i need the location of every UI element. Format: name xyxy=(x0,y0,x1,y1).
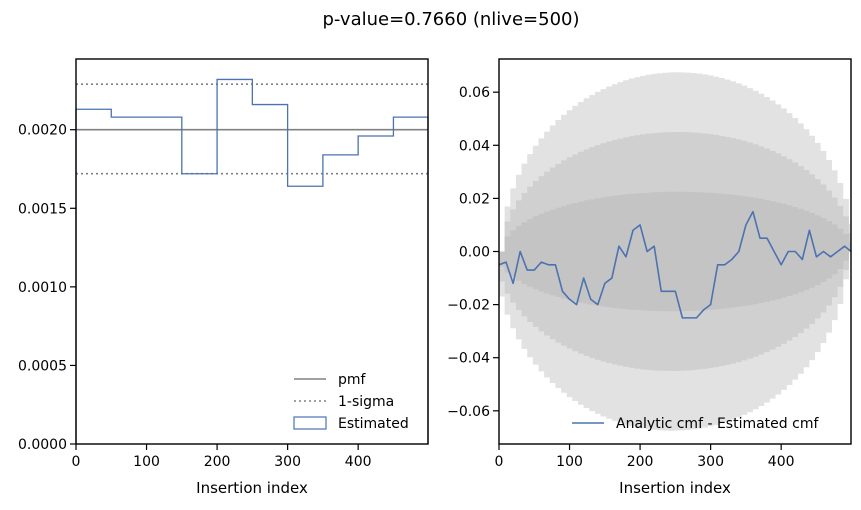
x-tick-label: 100 xyxy=(556,454,583,470)
x-tick-label: 300 xyxy=(274,454,301,470)
left-panel-pmf-chart: 0 100 200 300 400 0.00000.00050.00100.00150.… xyxy=(18,58,429,497)
x-tick-label: 0 xyxy=(495,454,504,470)
legend-label: Estimated xyxy=(338,416,409,432)
y-tick-label: 0.0005 xyxy=(18,358,67,374)
cmf-difference-line xyxy=(498,210,852,319)
left-plot-area xyxy=(75,58,429,445)
legend-label: 1-sigma xyxy=(338,394,394,410)
y-tick-label: −0.06 xyxy=(447,404,490,420)
legend-estimated-swatch xyxy=(293,416,327,430)
legend-label: pmf xyxy=(338,372,367,388)
right-x-axis-label: Insertion index xyxy=(619,479,731,497)
estimated-histogram xyxy=(75,78,429,444)
right-y-axis: −0.06 −0.04 −0.02 0.00 0.02 0.04 0.06 xyxy=(447,85,499,420)
left-x-axis: 0 100 200 300 400 xyxy=(72,444,372,470)
y-tick-label: 0.04 xyxy=(459,138,490,154)
y-tick-label: 0.0020 xyxy=(18,123,67,139)
right-sigma-bands xyxy=(499,72,851,431)
right-panel-cmf-chart: 0 100 200 300 400 −0.06 −0.04 −0.02 0.00 0.02 0.0… xyxy=(447,58,852,497)
left-x-axis-label: Insertion index xyxy=(196,479,308,497)
legend-label: Analytic cmf - Estimated cmf xyxy=(616,416,819,432)
y-tick-label: 0.0015 xyxy=(18,201,67,217)
left-axes-frame xyxy=(75,58,429,445)
y-tick-label: −0.04 xyxy=(447,351,490,367)
sigma-band-1 xyxy=(499,191,851,312)
y-tick-label: 0.00 xyxy=(459,245,490,261)
x-tick-label: 200 xyxy=(627,454,654,470)
y-tick-label: 0.0010 xyxy=(18,280,67,296)
x-tick-label: 100 xyxy=(133,454,160,470)
right-legend: Analytic cmf - Estimated cmf xyxy=(572,416,819,432)
left-y-axis: 0.0000 0.0005 0.0010 0.0015 0.0020 xyxy=(18,123,76,453)
y-tick-label: 0.0000 xyxy=(18,437,67,453)
left-legend: pmf 1-sigma Estimated xyxy=(293,372,409,432)
x-tick-label: 300 xyxy=(697,454,724,470)
y-tick-label: 0.02 xyxy=(459,191,490,207)
figure-title: p-value=0.7660 (nlive=500) xyxy=(322,9,579,30)
x-tick-label: 200 xyxy=(204,454,231,470)
x-tick-label: 400 xyxy=(768,454,795,470)
x-tick-label: 0 xyxy=(72,454,81,470)
y-tick-label: 0.06 xyxy=(459,85,490,101)
x-tick-label: 400 xyxy=(345,454,372,470)
y-tick-label: −0.02 xyxy=(447,298,490,314)
right-x-axis: 0 100 200 300 400 xyxy=(495,444,795,470)
